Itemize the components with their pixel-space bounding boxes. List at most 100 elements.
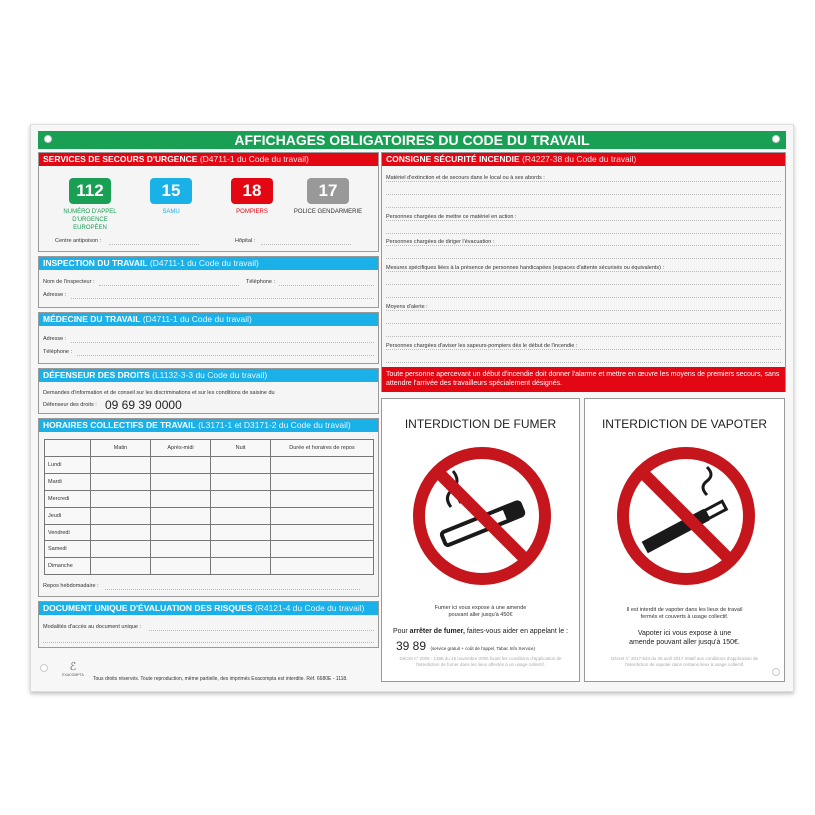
incendie-field-line[interactable] [386,323,781,324]
fumer-decret: Décret n° 2006 - 1386 du 15 novembre 200… [399,656,562,667]
schedule-cell[interactable] [210,540,271,559]
hopital-label: Hôpital : [235,238,256,244]
section-inspection: INSPECTION DU TRAVAIL (D4711-1 du Code d… [38,256,379,308]
no-smoking-icon [413,447,551,585]
schedule-cell[interactable] [90,506,151,525]
emergency-number-112: 112 [69,178,111,204]
column-header: Nuit [210,439,271,457]
incendie-field-line[interactable] [386,194,781,195]
column-header [44,439,91,457]
emergency-label: POLICE GENDARMERIE [293,209,363,215]
adresse-field[interactable] [71,298,374,299]
mounting-hole [772,135,780,143]
column-header: Après-midi [150,439,211,457]
vapoter-decret: Décret n° 2017-633 du 25 avril 2017 rela… [610,656,758,667]
schedule-cell[interactable] [90,523,151,542]
table-row: Dimanche [44,557,374,576]
panel-interdiction-vapoter: INTERDICTION DE VAPOTER Il est interdit … [584,398,785,682]
incendie-field-line[interactable] [386,349,781,350]
section-header: INSPECTION DU TRAVAIL (D4711-1 du Code d… [39,257,378,270]
schedule-cell[interactable] [210,506,271,525]
antipoison-field[interactable] [109,244,199,245]
incendie-field-label: Moyens d'alerte : [386,304,428,310]
schedule-cell[interactable] [210,557,271,576]
schedule-cell[interactable] [150,489,211,508]
table-row: Samedi [44,540,374,559]
table-row: Mardi [44,472,374,491]
adresse-field[interactable] [71,342,374,343]
telephone-field[interactable] [77,355,374,356]
day-label: Samedi [44,540,91,559]
schedule-cell[interactable] [270,472,374,491]
schedule-cell[interactable] [90,557,151,576]
table-row: Mercredi [44,489,374,508]
incendie-field-line[interactable] [386,310,781,311]
table-row: Vendredi [44,523,374,542]
modalites-label: Modalités d'accès au document unique : [43,624,141,630]
schedule-cell[interactable] [270,489,374,508]
section-document: DOCUMENT UNIQUE D'ÉVALUATION DES RISQUES… [38,601,379,648]
schedule-cell[interactable] [90,472,151,491]
hopital-field[interactable] [261,244,351,245]
inspecteur-label: Nom de l'inspecteur : [43,279,95,285]
vapoter-interdit: Il est interdit de vapoter dans les lieu… [626,607,743,620]
incendie-field-line[interactable] [386,245,781,246]
incendie-field-line[interactable] [386,258,781,259]
schedule-cell[interactable] [210,456,271,474]
schedule-cell[interactable] [270,523,374,542]
fumer-phone: 39 89 [396,639,427,653]
schedule-cell[interactable] [210,489,271,508]
schedule-cell[interactable] [150,472,211,491]
schedule-cell[interactable] [150,506,211,525]
mounting-hole [772,668,780,676]
mounting-hole [44,135,52,143]
schedule-cell[interactable] [270,540,374,559]
panel-title: INTERDICTION DE FUMER [404,417,557,431]
schedule-cell[interactable] [270,557,374,576]
schedule-cell[interactable] [150,540,211,559]
table-row: Jeudi [44,506,374,525]
day-label: Jeudi [44,506,91,525]
schedule-cell[interactable] [270,506,374,525]
incendie-field-line[interactable] [386,220,781,221]
modalites-field[interactable] [43,642,374,643]
incendie-field-line[interactable] [386,336,781,337]
schedule-cell[interactable] [150,456,211,474]
emergency-label: NUMÉRO D'APPEL D'URGENCE EUROPÉEN [63,209,117,231]
fumer-phone-row: 39 89 (service gratuit + coût de l'appel… [396,637,535,655]
schedule-cell[interactable] [210,523,271,542]
day-label: Lundi [44,456,91,474]
incendie-field-line[interactable] [386,284,781,285]
fumer-phone-note: (service gratuit + coût de l'appel, Taba… [430,646,535,651]
mounting-hole [40,664,48,672]
schedule-cell[interactable] [150,523,211,542]
section-incendie: CONSIGNE SÉCURITÉ INCENDIE (R4227-38 du … [381,152,786,392]
incendie-field-label: Personnes chargées d'aviser les sapeurs-… [386,343,578,349]
emergency-number-17: 17 [307,178,349,204]
section-header: MÉDECINE DU TRAVAIL (D4711-1 du Code du … [39,313,378,326]
schedule-cell[interactable] [90,540,151,559]
telephone-field[interactable] [279,285,374,286]
repos-field[interactable] [105,589,360,590]
incendie-field-line[interactable] [386,181,781,182]
defenseur-label: Défenseur des droits : [43,402,97,408]
inspecteur-field[interactable] [99,285,239,286]
incendie-field-line[interactable] [386,297,781,298]
incendie-field-label: Matériel d'extinction et de secours dans… [386,175,545,181]
incendie-field-label: Personnes chargées de diriger l'évacuati… [386,239,495,245]
repos-label: Repos hebdomadaire : [43,583,99,589]
telephone-label: Téléphone : [43,349,73,355]
modalites-field[interactable] [149,630,374,631]
incendie-field-line[interactable] [386,207,781,208]
emergency-number-18: 18 [231,178,273,204]
incendie-field-line[interactable] [386,271,781,272]
schedule-cell[interactable] [90,456,151,474]
schedule-cell[interactable] [150,557,211,576]
schedule-cell[interactable] [90,489,151,508]
adresse-label: Adresse : [43,336,67,342]
defenseur-phone: 09 69 39 0000 [105,398,182,412]
schedule-cell[interactable] [210,472,271,491]
incendie-field-line[interactable] [386,233,781,234]
incendie-field-line[interactable] [386,362,781,363]
schedule-cell[interactable] [270,456,374,474]
